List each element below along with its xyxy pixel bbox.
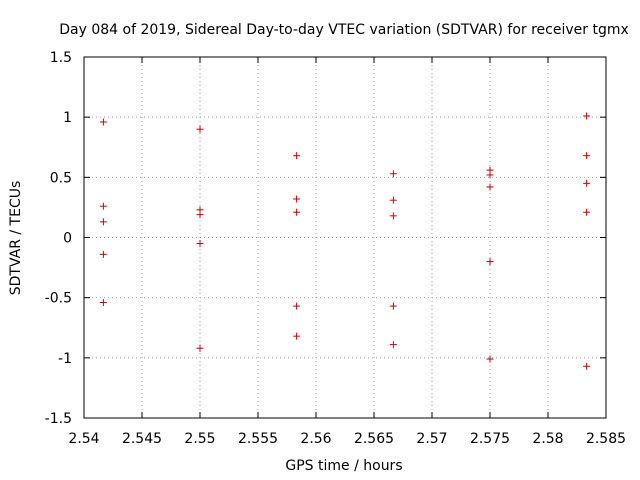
data-point [486,183,494,191]
data-point [99,118,107,126]
x-axis-label: GPS time / hours [285,458,402,474]
grid [84,57,606,418]
data-points [99,112,591,370]
data-point [99,202,107,210]
data-point [486,355,494,363]
x-tick-label: 2.585 [586,431,626,447]
x-tick-label: 2.57 [416,431,447,447]
data-point [583,179,591,187]
data-point [293,332,301,340]
x-tick-label: 2.56 [300,431,331,447]
data-point [196,211,204,219]
y-axis-label: SDTVAR / TECUs [8,181,24,296]
data-point [389,341,397,349]
data-point [99,298,107,306]
data-point [196,240,204,248]
data-point [196,125,204,133]
x-tick-label: 2.545 [122,431,162,447]
y-tick-label: 0 [63,231,72,247]
data-point [583,362,591,370]
data-point [293,208,301,216]
x-tick-label: 2.58 [532,431,563,447]
plot-frame [83,56,607,419]
tick-labels: 2.54 2.545 2.55 2.555 2.56 2.565 2.57 2.575 2.58… [45,50,626,447]
y-tick-label: -0.5 [45,291,72,307]
y-tick-label: -1.5 [45,411,72,427]
data-point [293,195,301,203]
y-tick-label: -1 [58,351,72,367]
data-point [196,344,204,352]
x-tick-label: 2.55 [184,431,215,447]
data-point [583,112,591,120]
data-point [99,218,107,226]
chart-title: Day 084 of 2019, Sidereal Day-to-day VTE… [59,22,629,38]
x-tick-label: 2.565 [354,431,394,447]
data-point [293,152,301,160]
data-point [486,171,494,179]
data-point [293,302,301,310]
data-point [389,170,397,178]
x-tick-label: 2.575 [470,431,510,447]
data-point [389,196,397,204]
y-tick-label: 1.5 [50,50,72,66]
data-point [389,302,397,310]
data-point [486,258,494,266]
y-tick-label: 0.5 [50,170,72,186]
x-tick-label: 2.555 [238,431,278,447]
data-point [583,152,591,160]
data-point [389,212,397,220]
x-tick-label: 2.54 [68,431,99,447]
y-tick-label: 1 [63,110,72,126]
data-point [583,208,591,216]
data-point [99,250,107,258]
